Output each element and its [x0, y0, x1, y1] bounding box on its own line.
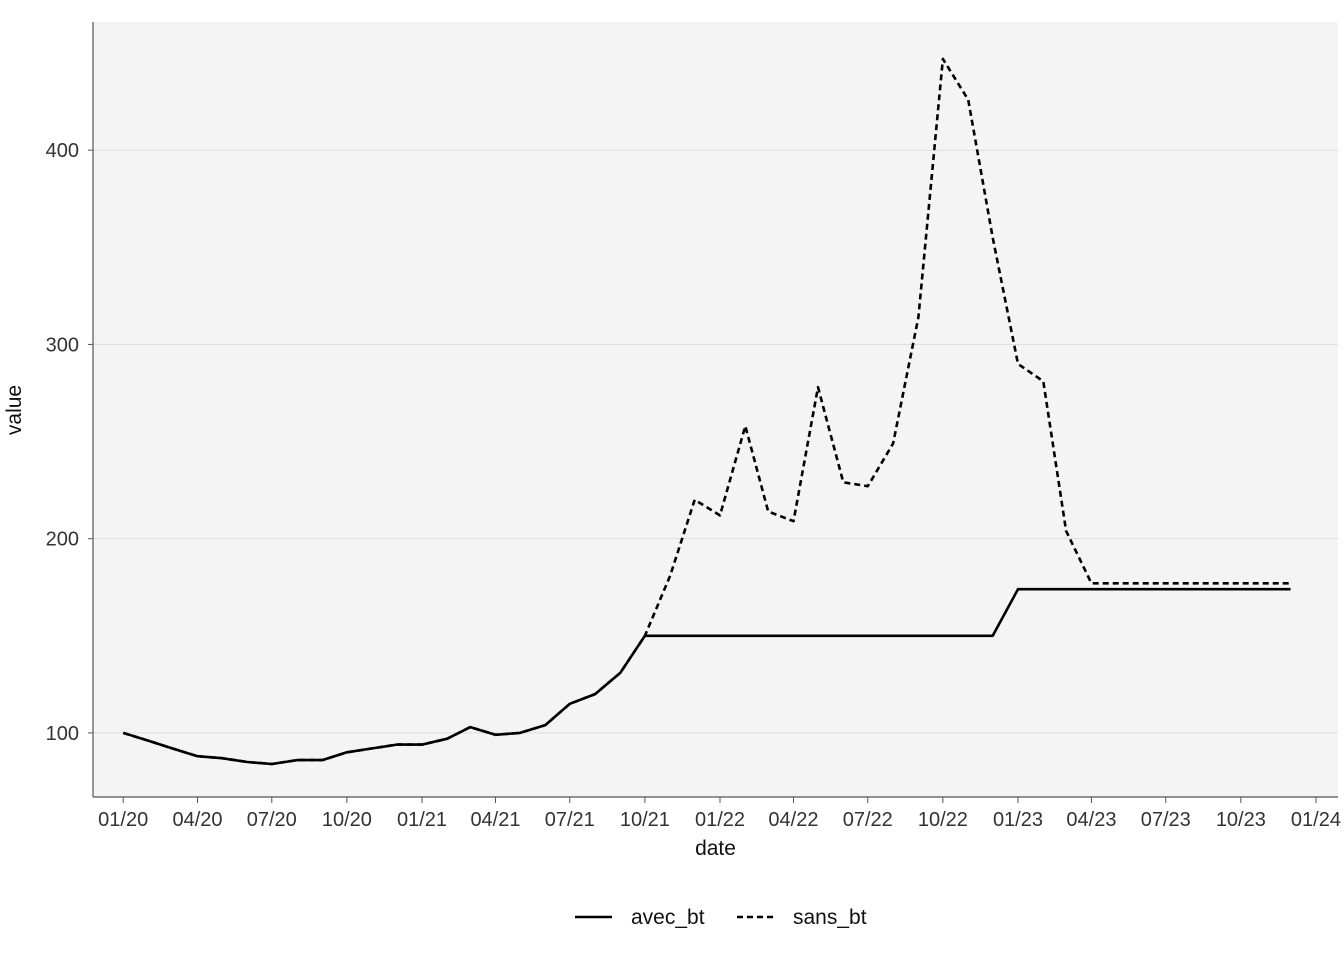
- x-tick-label: 01/21: [397, 809, 447, 831]
- x-axis-ticks: 01/20 04/20 07/20 10/20 01/21 04/21 07/21 10/21…: [98, 797, 1341, 831]
- x-tick-label: 04/20: [172, 809, 222, 831]
- legend-label: avec_bt: [631, 906, 705, 929]
- y-tick-label: 100: [46, 723, 79, 745]
- legend-label: sans_bt: [793, 906, 867, 929]
- x-tick-label: 01/20: [98, 809, 148, 831]
- y-tick-label: 200: [46, 529, 79, 551]
- x-tick-label: 07/21: [545, 809, 595, 831]
- legend-item-avec_bt: avec_bt: [575, 906, 705, 929]
- x-tick-label: 07/20: [247, 809, 297, 831]
- x-axis-title: date: [695, 837, 736, 860]
- series-line-avec_bt: [122, 587, 1291, 766]
- y-tick-label: 400: [46, 140, 79, 162]
- gridlines: [93, 149, 1338, 734]
- x-tick-label: 01/22: [695, 809, 745, 831]
- x-tick-label: 10/23: [1216, 809, 1266, 831]
- y-axis-ticks: 100 200 300 400: [46, 140, 93, 745]
- x-tick-label: 01/23: [993, 809, 1043, 831]
- legend-item-sans_bt: sans_bt: [737, 906, 867, 929]
- y-axis-title: value: [3, 385, 26, 435]
- y-tick-label: 300: [46, 334, 79, 356]
- x-tick-label: 10/22: [918, 809, 968, 831]
- x-tick-label: 10/21: [620, 809, 670, 831]
- x-tick-label: 07/23: [1141, 809, 1191, 831]
- x-tick-label: 04/21: [470, 809, 520, 831]
- x-tick-label: 04/22: [768, 809, 818, 831]
- x-tick-label: 07/22: [843, 809, 893, 831]
- series-line-sans_bt: [122, 57, 1291, 766]
- x-tick-label: 04/23: [1066, 809, 1116, 831]
- x-tick-label: 10/20: [322, 809, 372, 831]
- x-tick-label: 01/24: [1291, 809, 1341, 831]
- plot-panel: [93, 22, 1338, 797]
- legend: avec_bt sans_bt: [575, 906, 867, 929]
- series-lines: [122, 57, 1291, 766]
